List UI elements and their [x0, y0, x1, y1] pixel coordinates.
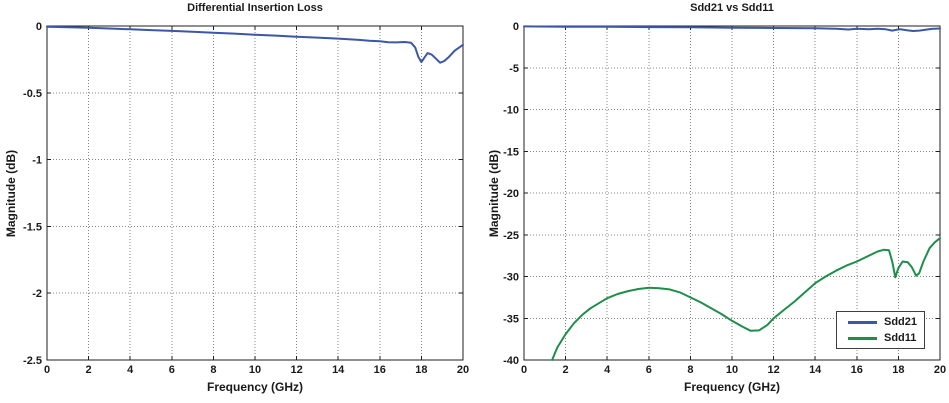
y-tick-label: 0: [36, 21, 42, 33]
x-tick-label: 0: [44, 364, 50, 376]
y-tick-label: -35: [503, 313, 519, 325]
right-x-axis-label: Frequency (GHz): [683, 380, 780, 394]
y-tick-label: -0.5: [23, 88, 42, 100]
y-tick-label: -30: [503, 272, 519, 284]
legend-item-sdd11: Sdd11: [837, 331, 924, 344]
legend-item-sdd21: Sdd21: [837, 315, 924, 328]
x-tick-label: 14: [809, 364, 822, 376]
y-tick-label: -10: [503, 105, 519, 117]
y-tick-label: -40: [503, 355, 519, 367]
legend: Sdd21 Sdd11: [836, 311, 925, 349]
y-tick-label: -15: [503, 146, 519, 158]
x-tick-label: 10: [726, 364, 738, 376]
left-y-axis-label: Magnitude (dB): [4, 149, 18, 238]
x-tick-label: 0: [521, 364, 527, 376]
y-tick-label: -1: [32, 155, 42, 167]
legend-line-sdd21: [848, 320, 877, 324]
legend-label-sdd11: Sdd11: [884, 331, 917, 344]
y-tick-label: -25: [503, 230, 519, 242]
x-tick-label: 6: [169, 364, 175, 376]
x-tick-label: 20: [457, 364, 469, 376]
x-tick-label: 4: [604, 364, 611, 376]
x-tick-label: 10: [249, 364, 261, 376]
legend-label-sdd21: Sdd21: [884, 315, 918, 328]
x-tick-label: 8: [687, 364, 693, 376]
legend-line-sdd11: [848, 336, 877, 340]
right-y-axis-label: Magnitude (dB): [487, 149, 501, 238]
x-tick-label: 16: [851, 364, 863, 376]
plot-0: 0 2 4 6 8 10 12 14 16 18 20 0 -0.5 -1 -1.5 -2 -2.5: [23, 21, 469, 376]
x-tick-label: 4: [127, 364, 134, 376]
x-tick-label: 2: [86, 364, 92, 376]
y-tick-label: -20: [503, 188, 519, 200]
y-tick-label: -2: [32, 288, 42, 300]
right-plot-title: Sdd21 vs Sdd11: [690, 2, 774, 14]
x-tick-label: 12: [767, 364, 779, 376]
x-tick-label: 14: [332, 364, 345, 376]
x-tick-label: 18: [892, 364, 904, 376]
y-tick-label: -5: [509, 63, 519, 75]
x-tick-label: 18: [415, 364, 427, 376]
series-sdd21: [523, 25, 941, 32]
series-sdd21: [46, 25, 464, 64]
x-tick-label: 20: [934, 364, 946, 376]
x-tick-label: 8: [210, 364, 216, 376]
x-tick-label: 16: [374, 364, 386, 376]
plot-1: 0 2 4 6 8 10 12 14 16 18 20 0 -5 -10 -15 -20 -25 -30 -35 -4…: [503, 21, 946, 376]
axes-box: [46, 25, 464, 361]
y-tick-label: -1.5: [23, 221, 42, 233]
x-tick-label: 6: [646, 364, 652, 376]
left-plot-title: Differential Insertion Loss: [187, 2, 323, 14]
series-sdd11: [551, 237, 941, 361]
x-tick-label: 12: [290, 364, 302, 376]
y-tick-label: -2.5: [23, 355, 42, 367]
y-tick-label: 0: [513, 21, 519, 33]
x-tick-label: 2: [563, 364, 569, 376]
left-x-axis-label: Frequency (GHz): [206, 380, 303, 394]
